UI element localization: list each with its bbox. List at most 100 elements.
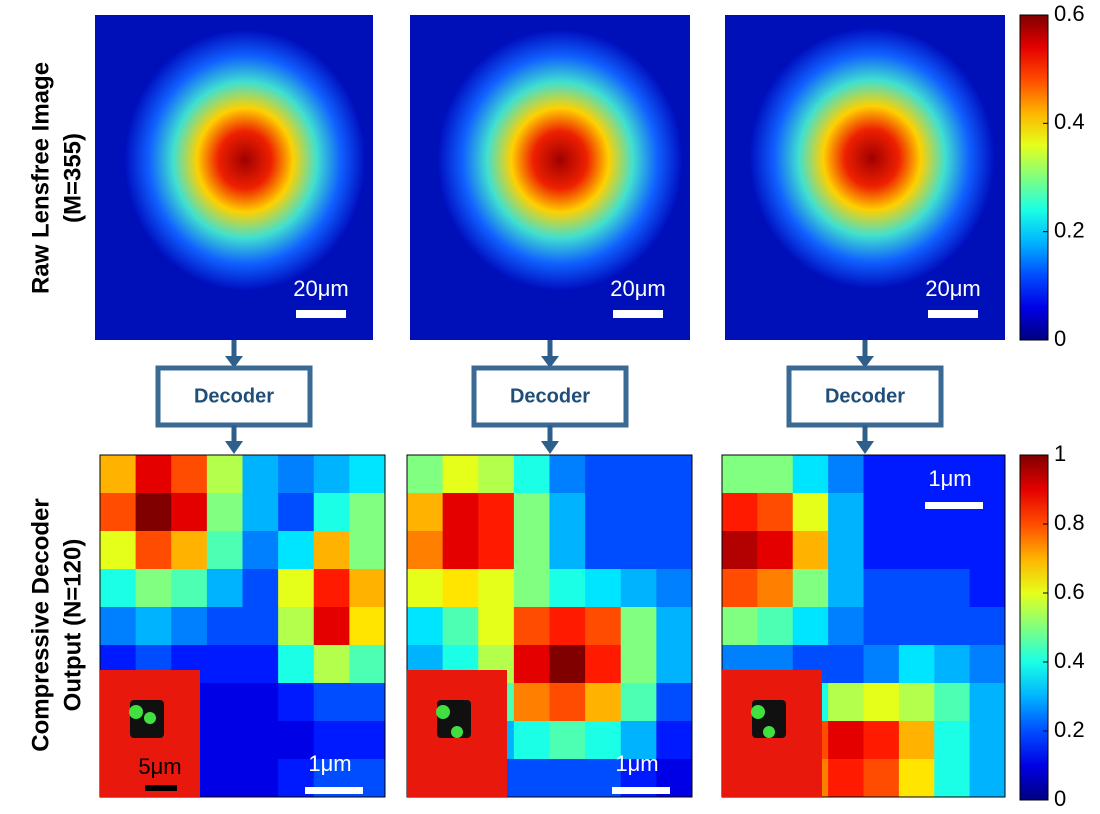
heatmap-cell	[898, 645, 935, 684]
heatmap-cell	[442, 493, 479, 532]
heatmap-cell	[757, 455, 794, 494]
heatmap-cell	[757, 569, 794, 608]
row-label: Output (N=120)	[59, 539, 86, 712]
scale-bar	[613, 310, 663, 318]
heatmap-cell	[349, 683, 386, 722]
heatmap-cell	[656, 645, 693, 684]
scale-label: 1μm	[308, 751, 351, 776]
scale-label: 20μm	[293, 276, 348, 301]
heatmap-cell	[969, 531, 1006, 570]
heatmap-cell	[313, 721, 350, 760]
heatmap-cell	[313, 569, 350, 608]
heatmap-cell	[969, 455, 1006, 494]
heatmap-cell	[242, 569, 279, 608]
scale-bar	[925, 502, 983, 509]
colorbar	[1019, 454, 1049, 801]
colorbar-tick-label: 0.4	[1054, 648, 1085, 673]
heatmap-cell	[171, 607, 208, 646]
heatmap-cell	[934, 607, 971, 646]
heatmap-cell	[863, 493, 900, 532]
arrow-head	[225, 441, 243, 454]
heatmap-cell	[478, 455, 515, 494]
heatmap-cell	[349, 455, 386, 494]
heatmap-cell	[934, 493, 971, 532]
heatmap-cell	[513, 607, 550, 646]
heatmap-cell	[620, 721, 657, 760]
heatmap-cell	[242, 455, 279, 494]
colorbar-tick-label: 1	[1054, 441, 1066, 466]
heatmap-cell	[828, 645, 864, 684]
heatmap-cell	[656, 531, 693, 570]
heatmap-cell	[934, 455, 971, 494]
colorbar-tick-label: 0.2	[1054, 217, 1085, 242]
heatmap-cell	[792, 493, 829, 532]
heatmap-cell	[969, 607, 1006, 646]
heatmap-cell	[442, 531, 479, 570]
heatmap-cell	[828, 607, 864, 646]
heatmap-cell	[442, 455, 479, 494]
heatmap-cell	[549, 455, 586, 494]
colorbar-tick-label: 0	[1054, 786, 1066, 809]
heatmap-cell	[407, 493, 444, 532]
heatmap-cell	[969, 569, 1006, 608]
heatmap-cell	[478, 531, 515, 570]
heatmap-cell	[828, 455, 864, 494]
heatmap-cell	[349, 721, 386, 760]
inset-bead	[436, 705, 450, 719]
heatmap-cell	[863, 645, 900, 684]
heatmap-cell	[549, 759, 586, 798]
heatmap-cell	[898, 721, 935, 760]
panel-frame	[721, 454, 1006, 798]
heatmap-cell	[242, 721, 279, 760]
heatmap-cell	[135, 493, 172, 532]
heatmap-cell	[135, 531, 172, 570]
heatmap-cell	[549, 569, 586, 608]
heatmap-cell	[171, 493, 208, 532]
heatmap-cell	[549, 531, 586, 570]
heatmap-cell	[349, 607, 386, 646]
heatmap-cell	[656, 455, 693, 494]
heatmap-cell	[863, 759, 900, 798]
heatmap-cell	[722, 455, 758, 494]
heatmap-cell	[206, 721, 243, 760]
heatmap-cell	[313, 683, 350, 722]
heatmap-cell	[934, 683, 971, 722]
raw-image	[95, 15, 373, 340]
heatmap-cell	[313, 607, 350, 646]
panel-frame	[99, 454, 386, 798]
heatmap-cell	[620, 531, 657, 570]
heatmap-cell	[969, 645, 1006, 684]
heatmap-cell	[206, 645, 243, 684]
heatmap-cell	[206, 607, 243, 646]
heatmap-cell	[934, 531, 971, 570]
heatmap-cell	[863, 455, 900, 494]
heatmap-cell	[549, 721, 586, 760]
heatmap-cell	[349, 531, 386, 570]
heatmap-cell	[442, 569, 479, 608]
heatmap-cell	[242, 645, 279, 684]
row-label: Compressive Decoder	[27, 498, 54, 751]
heatmap-cell	[549, 683, 586, 722]
heatmap-cell	[585, 721, 622, 760]
arrow-head	[856, 441, 874, 454]
heatmap-cell	[549, 645, 586, 684]
heatmap-cell	[620, 607, 657, 646]
heatmap-cell	[969, 721, 1006, 760]
heatmap-cell	[722, 569, 758, 608]
scale-label: 20μm	[610, 276, 665, 301]
inset-bead	[451, 726, 463, 738]
heatmap-cell	[620, 455, 657, 494]
heatmap-cell	[620, 569, 657, 608]
heatmap-cell	[278, 455, 315, 494]
heatmap-cell	[934, 721, 971, 760]
colorbar-tick-label: 0.2	[1054, 717, 1085, 742]
heatmap-cell	[898, 493, 935, 532]
heatmap-cell	[206, 683, 243, 722]
colorbar-tick-label: 0.6	[1054, 1, 1085, 26]
heatmap-cell	[792, 455, 829, 494]
heatmap-cell	[828, 683, 864, 722]
heatmap-cell	[478, 569, 515, 608]
heatmap-cell	[278, 531, 315, 570]
heatmap-cell	[206, 569, 243, 608]
